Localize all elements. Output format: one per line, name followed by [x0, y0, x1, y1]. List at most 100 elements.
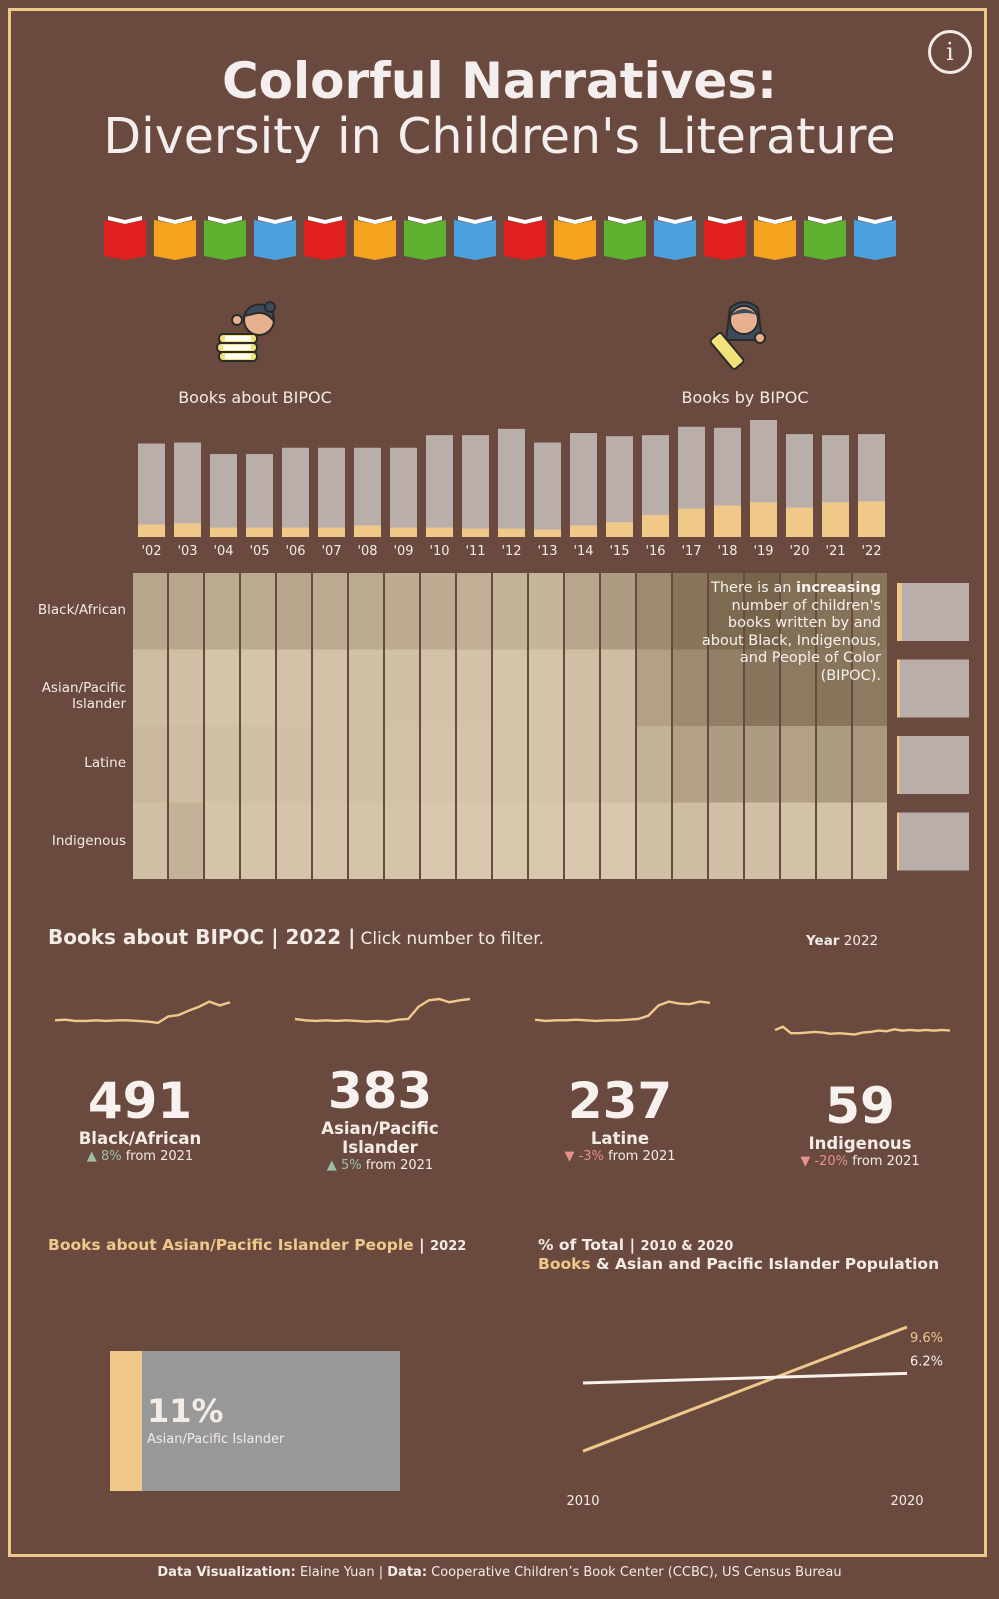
- kpi-asian-pacific-islander-name: Asian/Pacific Islander: [321, 1119, 439, 1157]
- kpi-asian-pacific-islander-value[interactable]: 383: [327, 1062, 433, 1120]
- heatmap-cell: [133, 649, 167, 726]
- book-icon: [554, 216, 596, 260]
- kpi-indigenous-change: ▼ -20% from 2021: [800, 1154, 920, 1169]
- bar-books-about-bipoc: [246, 527, 273, 537]
- row-label-black-african: Black/African: [37, 602, 126, 618]
- heatmap-cell: [853, 649, 887, 726]
- bar-total: [426, 435, 453, 537]
- heatmap-cell: [169, 649, 203, 726]
- heatmap-cell: [781, 573, 815, 650]
- heatmap-cell: [241, 573, 275, 650]
- frame-border: [8, 8, 987, 1557]
- heatmap-cell: [529, 726, 563, 803]
- heatmap-cell: [385, 726, 419, 803]
- heatmap-cell: [529, 802, 563, 879]
- heatmap-cell: [349, 726, 383, 803]
- heatmap-cell: [601, 649, 635, 726]
- heatmap-cell: [781, 649, 815, 726]
- x-tick-label: '20: [789, 544, 809, 559]
- heatmap-cell: [745, 726, 779, 803]
- heatmap-cell: [817, 649, 851, 726]
- kpi-latine-change: ▼ -3% from 2021: [564, 1149, 676, 1164]
- book-icon: [304, 216, 346, 260]
- side-bar-track: [897, 812, 969, 871]
- heatmap-cell: [817, 802, 851, 879]
- heatmap-cell: [493, 573, 527, 650]
- api-share-bar-track: [110, 1351, 400, 1491]
- annotation-text: There is an increasing number of childre…: [701, 580, 881, 684]
- x-tick-label: '06: [285, 544, 305, 559]
- x-tick-label: '07: [321, 544, 341, 559]
- child-with-pencil-icon: [709, 301, 766, 370]
- kpi-indigenous-name: Indigenous: [808, 1134, 912, 1153]
- heatmap-cell: [133, 802, 167, 879]
- bar-total: [318, 447, 345, 537]
- heatmap-cell: [853, 802, 887, 879]
- year-filter[interactable]: Year 2022: [806, 933, 878, 949]
- heatmap-cell: [493, 802, 527, 879]
- kpi-black-african-name: Black/African: [78, 1129, 202, 1148]
- x-tick-label: '16: [645, 544, 665, 559]
- x-tick-label: '02: [141, 544, 161, 559]
- heatmap-cell: [421, 802, 455, 879]
- heatmap-cell: [133, 726, 167, 803]
- sparkline-latine: [534, 1000, 711, 1023]
- heatmap-cell: [349, 649, 383, 726]
- heatmap-cell: [385, 649, 419, 726]
- heatmap-cell: [457, 573, 491, 650]
- heatmap-cell: [601, 573, 635, 650]
- section-books-about-bipoc-header: Books about BIPOC | 2022 | Click number …: [48, 925, 544, 949]
- bar-total: [606, 436, 633, 537]
- x-tick-label: '08: [357, 544, 377, 559]
- legend-by-label: Books by BIPOC: [681, 388, 809, 407]
- bar-books-about-bipoc: [462, 528, 489, 537]
- heatmap-cell: [709, 726, 743, 803]
- heatmap-cell: [565, 649, 599, 726]
- side-bar-fill: [897, 659, 900, 718]
- api-share-bar-fill: [110, 1351, 142, 1491]
- book-icon: [854, 216, 896, 260]
- book-icon: [504, 216, 546, 260]
- sparkline-asian-pacific-islander: [294, 997, 471, 1023]
- heatmap-cell: [745, 573, 779, 650]
- heatmap-cell: [205, 649, 239, 726]
- bar-books-about-bipoc: [426, 527, 453, 537]
- year-value: 2022: [843, 933, 879, 949]
- heatmap-cell: [457, 802, 491, 879]
- x-tick-label: '10: [429, 544, 449, 559]
- x-tick-label: '11: [465, 544, 485, 559]
- bar-total: [354, 447, 381, 537]
- heatmap-cell: [853, 573, 887, 650]
- side-bar-fill: [897, 812, 899, 871]
- legend-about-label: Books about BIPOC: [178, 388, 332, 407]
- section-asian-pacific-islander-header: Books about Asian/Pacific Islander Peopl…: [48, 1236, 467, 1254]
- heatmap-cell: [421, 649, 455, 726]
- heatmap-cell: [241, 726, 275, 803]
- kpi-black-african-value[interactable]: 491: [87, 1072, 193, 1130]
- bar-total: [462, 435, 489, 537]
- bar-books-about-bipoc: [606, 522, 633, 537]
- x-tick-label: '15: [609, 544, 629, 559]
- heatmap-cell: [529, 573, 563, 650]
- info-icon[interactable]: i: [928, 30, 972, 74]
- kpi-latine-value[interactable]: 237: [567, 1072, 673, 1130]
- child-with-books-icon: [216, 301, 276, 362]
- series-end-label: 6.2%: [910, 1354, 943, 1369]
- kpi-black-african-change: ▲ 8% from 2021: [86, 1149, 194, 1164]
- kpi-indigenous-value[interactable]: 59: [825, 1077, 895, 1135]
- x-tick-label: '19: [753, 544, 773, 559]
- heatmap-cell: [313, 573, 347, 650]
- bar-books-about-bipoc: [354, 525, 381, 537]
- heatmap-cell: [673, 802, 707, 879]
- row-label-asian-pacific-islander: Asian/Pacific Islander: [41, 680, 126, 712]
- side-bar-fill: [897, 583, 903, 641]
- x-tick-label: 2010: [566, 1494, 599, 1509]
- bar-books-about-bipoc: [822, 502, 849, 537]
- x-tick-label: '04: [213, 544, 233, 559]
- series-end-label: 9.6%: [910, 1331, 943, 1346]
- book-icon: [704, 216, 746, 260]
- x-tick-label: '03: [177, 544, 197, 559]
- heatmap-cell: [565, 802, 599, 879]
- heatmap-cell: [349, 802, 383, 879]
- heatmap-cell: [277, 573, 311, 650]
